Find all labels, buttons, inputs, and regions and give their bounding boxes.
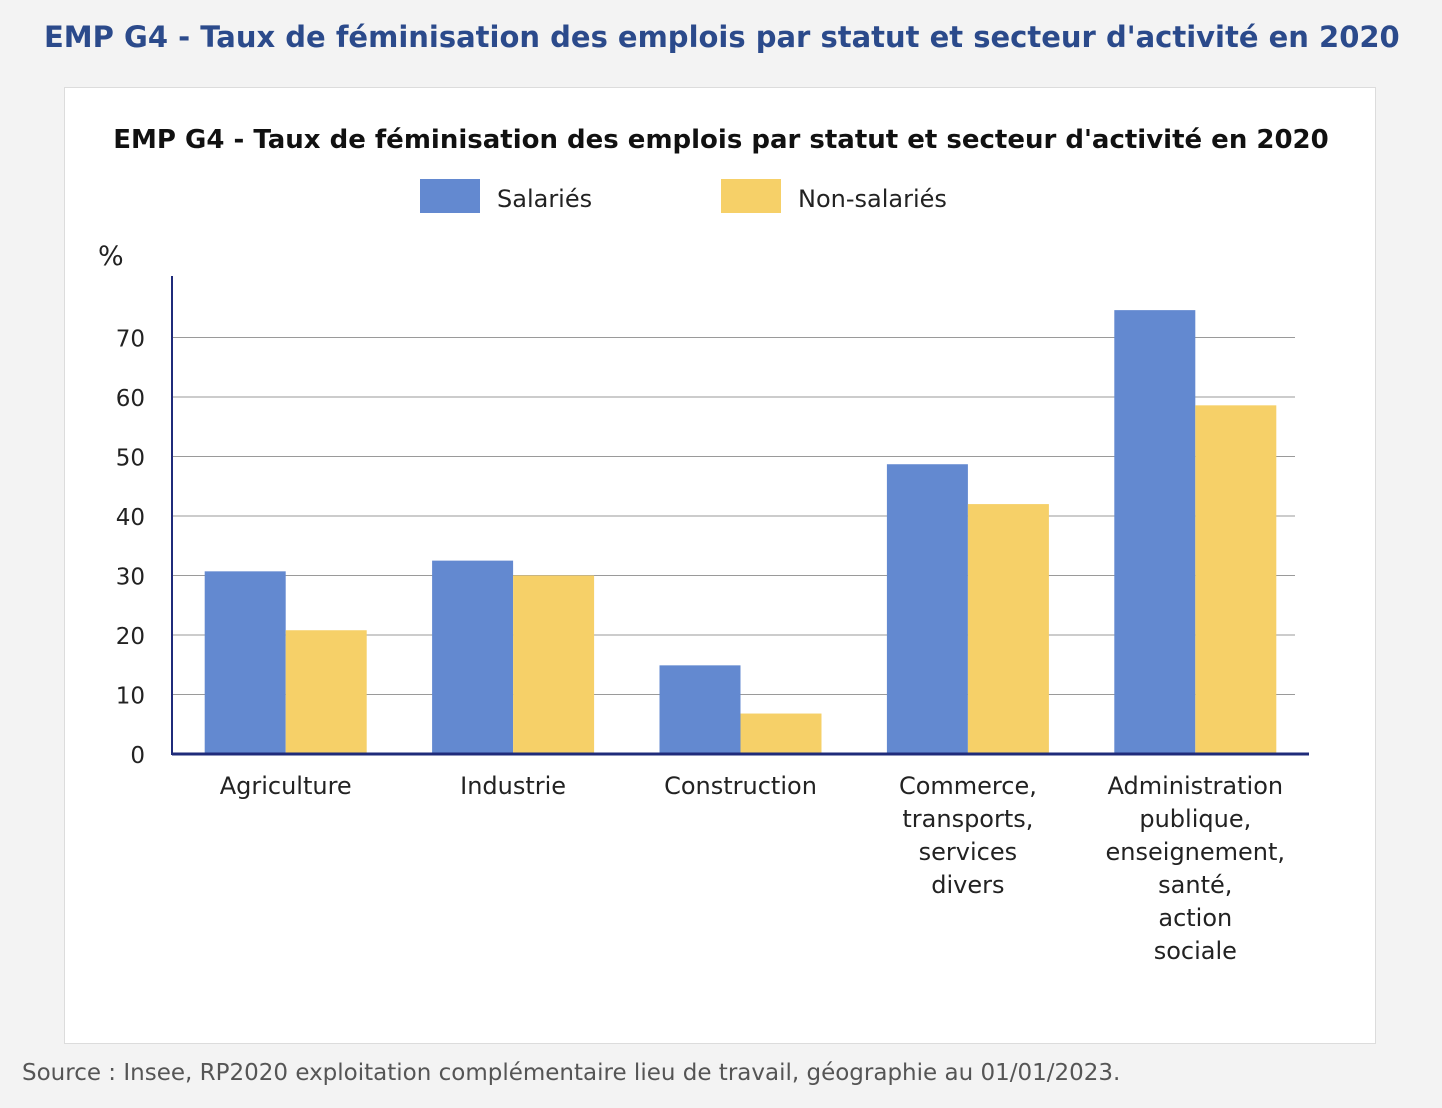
y-tick-label: 20 xyxy=(116,624,145,650)
legend-label-1: Non-salariés xyxy=(798,185,947,213)
y-axis-unit: % xyxy=(98,241,124,272)
legend-swatch-1 xyxy=(721,179,781,213)
x-tick-label: Administration publique, enseignement, sant… xyxy=(1106,772,1286,965)
bar xyxy=(204,571,286,754)
x-tick-label: Industrie xyxy=(460,772,566,800)
x-tick-label: Construction xyxy=(664,772,817,800)
y-tick-label: 10 xyxy=(116,684,145,710)
chart-title: EMP G4 - Taux de féminisation des emploi… xyxy=(113,125,1329,155)
bar xyxy=(740,713,822,754)
x-tick-label: Commerce, transports, services divers xyxy=(899,772,1037,899)
y-tick-label: 70 xyxy=(116,327,145,353)
source-note: Source : Insee, RP2020 exploitation comp… xyxy=(22,1060,1121,1086)
x-tick-label: Agriculture xyxy=(220,772,352,800)
bar-chart: EMP G4 - Taux de féminisation des emploi… xyxy=(98,125,1329,965)
legend-label-0: Salariés xyxy=(497,185,592,213)
y-tick-label: 60 xyxy=(116,386,145,412)
bar xyxy=(513,575,595,754)
bar xyxy=(967,504,1049,754)
bar xyxy=(285,630,367,754)
bar xyxy=(886,464,968,754)
bar xyxy=(659,665,741,754)
y-tick-label: 50 xyxy=(116,446,145,472)
page-heading: EMP G4 - Taux de féminisation des emploi… xyxy=(44,20,1400,54)
bar xyxy=(1195,405,1277,754)
y-tick-label: 0 xyxy=(130,743,145,769)
chart-card: EMP G4 - Taux de féminisation des emploi… xyxy=(64,87,1376,1044)
y-tick-label: 40 xyxy=(116,505,145,531)
bar xyxy=(1114,310,1196,754)
bar xyxy=(432,560,514,754)
y-tick-label: 30 xyxy=(116,565,145,591)
legend-swatch-0 xyxy=(420,179,480,213)
